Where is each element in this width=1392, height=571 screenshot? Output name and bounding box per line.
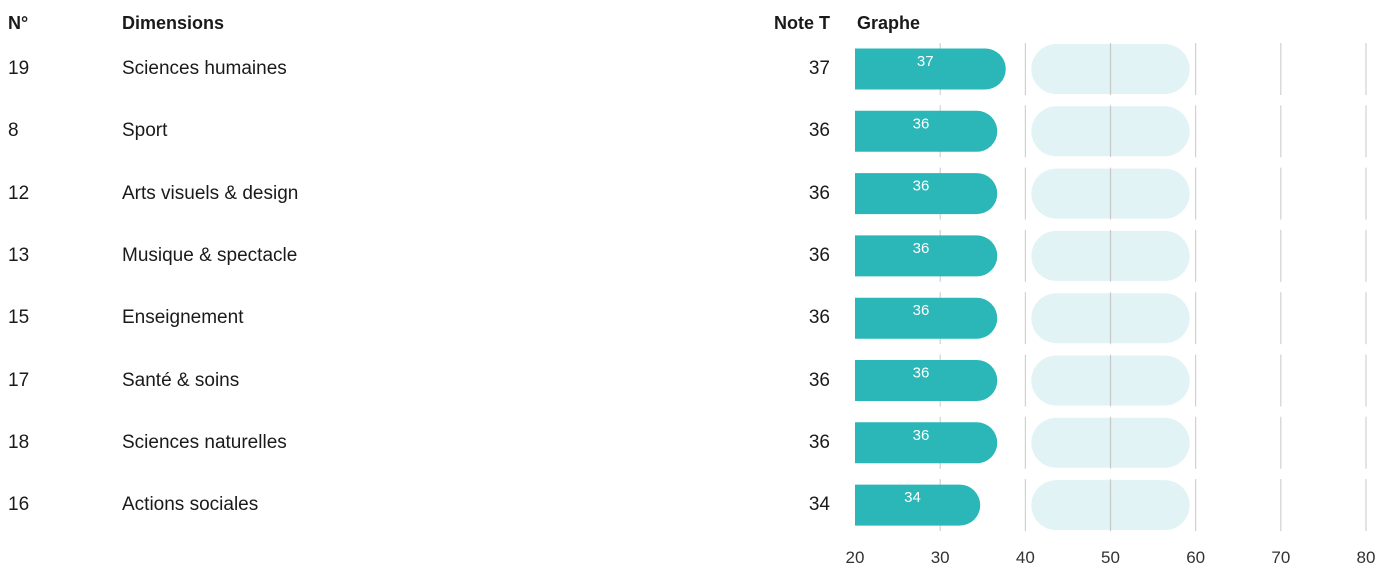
header-dimensions: Dimensions: [122, 13, 225, 33]
row-note-t: 36: [808, 431, 830, 453]
row-note-t: 36: [808, 182, 830, 204]
row-number: 17: [8, 369, 30, 391]
bar: [855, 422, 998, 464]
row-dimension: Sport: [122, 120, 168, 142]
bar: [855, 48, 1006, 90]
row-note-t: 37: [808, 58, 830, 79]
row-number: 13: [8, 244, 30, 266]
row-note-t: 36: [808, 244, 830, 266]
bar-label: 36: [913, 427, 930, 444]
row-number: 16: [8, 494, 30, 516]
header-number: N°: [8, 13, 29, 33]
row-number: 12: [8, 182, 30, 204]
x-tick-label: 40: [1016, 548, 1035, 567]
row-dimension: Actions sociales: [122, 494, 259, 516]
row-number: 19: [8, 58, 30, 79]
bar-label: 36: [913, 178, 930, 195]
bar: [855, 173, 998, 215]
row-number: 18: [8, 431, 30, 453]
bar: [855, 110, 998, 152]
row-number: 8: [8, 120, 19, 142]
x-tick-label: 60: [1186, 548, 1205, 567]
bar-label: 36: [913, 240, 930, 257]
header-graph: Graphe: [857, 13, 921, 33]
bar: [855, 297, 998, 339]
x-tick-label: 50: [1101, 548, 1120, 567]
bar-label: 36: [913, 302, 930, 319]
x-tick-label: 30: [931, 548, 950, 567]
row-dimension: Santé & soins: [122, 369, 240, 391]
row-note-t: 36: [808, 369, 830, 391]
row-note-t: 36: [808, 307, 830, 329]
bar: [855, 360, 998, 401]
x-tick-label: 20: [846, 548, 865, 567]
row-dimension: Arts visuels & design: [122, 182, 299, 204]
row-dimension: Sciences humaines: [122, 58, 287, 79]
bar: [855, 235, 998, 277]
row-dimension: Sciences naturelles: [122, 431, 287, 453]
row-dimension: Enseignement: [122, 307, 244, 329]
row-note-t: 36: [808, 120, 830, 142]
row-dimension: Musique & spectacle: [122, 244, 298, 266]
row-number: 15: [8, 307, 30, 329]
bar-label: 36: [913, 365, 930, 382]
bar-label: 34: [904, 489, 921, 506]
bar-label: 36: [913, 115, 930, 132]
bar-label: 37: [917, 53, 934, 70]
bar: [855, 484, 981, 526]
header-note-t: Note T: [774, 13, 830, 33]
row-note-t: 34: [808, 494, 830, 516]
x-tick-label: 70: [1271, 548, 1290, 567]
x-tick-label: 80: [1357, 548, 1376, 567]
